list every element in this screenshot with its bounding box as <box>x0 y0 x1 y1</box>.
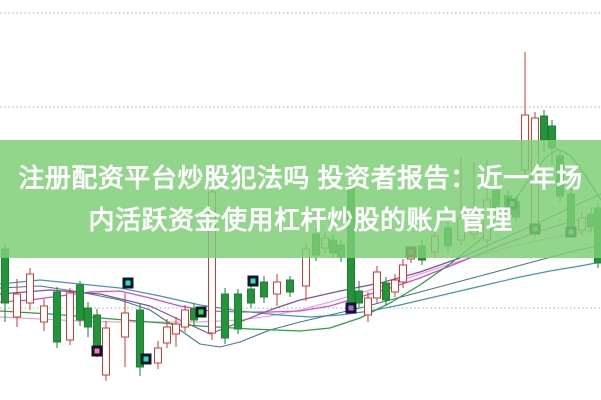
candle-green-solid <box>221 293 229 339</box>
trade-marker-glyph <box>94 348 100 354</box>
candle-red-hollow <box>102 327 110 376</box>
ma-slate <box>0 244 601 348</box>
candle-green-solid <box>53 291 61 343</box>
headline-banner: 注册配资平台炒股犯法吗 投资者报告：近一年场 内活跃资金使用杠杆炒股的账户管理 <box>0 140 601 258</box>
trade-marker-glyph <box>125 280 131 286</box>
candle-red-hollow <box>273 281 281 295</box>
candle-red-hollow <box>391 279 399 293</box>
headline-line-1: 注册配资平台炒股犯法吗 投资者报告：近一年场 <box>18 163 583 193</box>
candle-green-solid <box>84 307 92 328</box>
candle-red-hollow <box>66 292 74 341</box>
candle-red-hollow <box>364 297 372 316</box>
trade-marker-glyph <box>348 305 354 311</box>
candle-green-solid <box>247 288 255 304</box>
candle-green-solid <box>540 115 548 141</box>
trade-marker-glyph <box>198 309 204 315</box>
candle-red-hollow <box>373 271 381 299</box>
candle-red-hollow <box>163 326 171 344</box>
candle-green-solid <box>286 279 294 293</box>
candle-green-solid <box>76 284 84 321</box>
candle-green-solid <box>260 281 268 298</box>
candle-red-hollow <box>154 347 162 364</box>
candle-red-hollow <box>40 305 48 323</box>
headline-line-2: 内活跃资金使用杠杆炒股的账户管理 <box>88 205 513 235</box>
candle-green-solid <box>136 309 144 368</box>
candle-green-solid <box>234 293 242 330</box>
trade-marker-glyph <box>250 278 256 284</box>
candle-red-hollow <box>13 293 21 318</box>
ma-teal <box>0 261 601 318</box>
candle-red-hollow <box>172 323 180 335</box>
candle-red-hollow <box>121 312 129 338</box>
candle-red-hollow <box>181 309 189 328</box>
candle-green-solid <box>382 282 390 301</box>
candle-red-hollow <box>399 264 407 283</box>
candle-green-solid <box>355 290 363 304</box>
trade-marker-glyph <box>143 356 149 362</box>
candle-red-hollow <box>26 273 34 304</box>
